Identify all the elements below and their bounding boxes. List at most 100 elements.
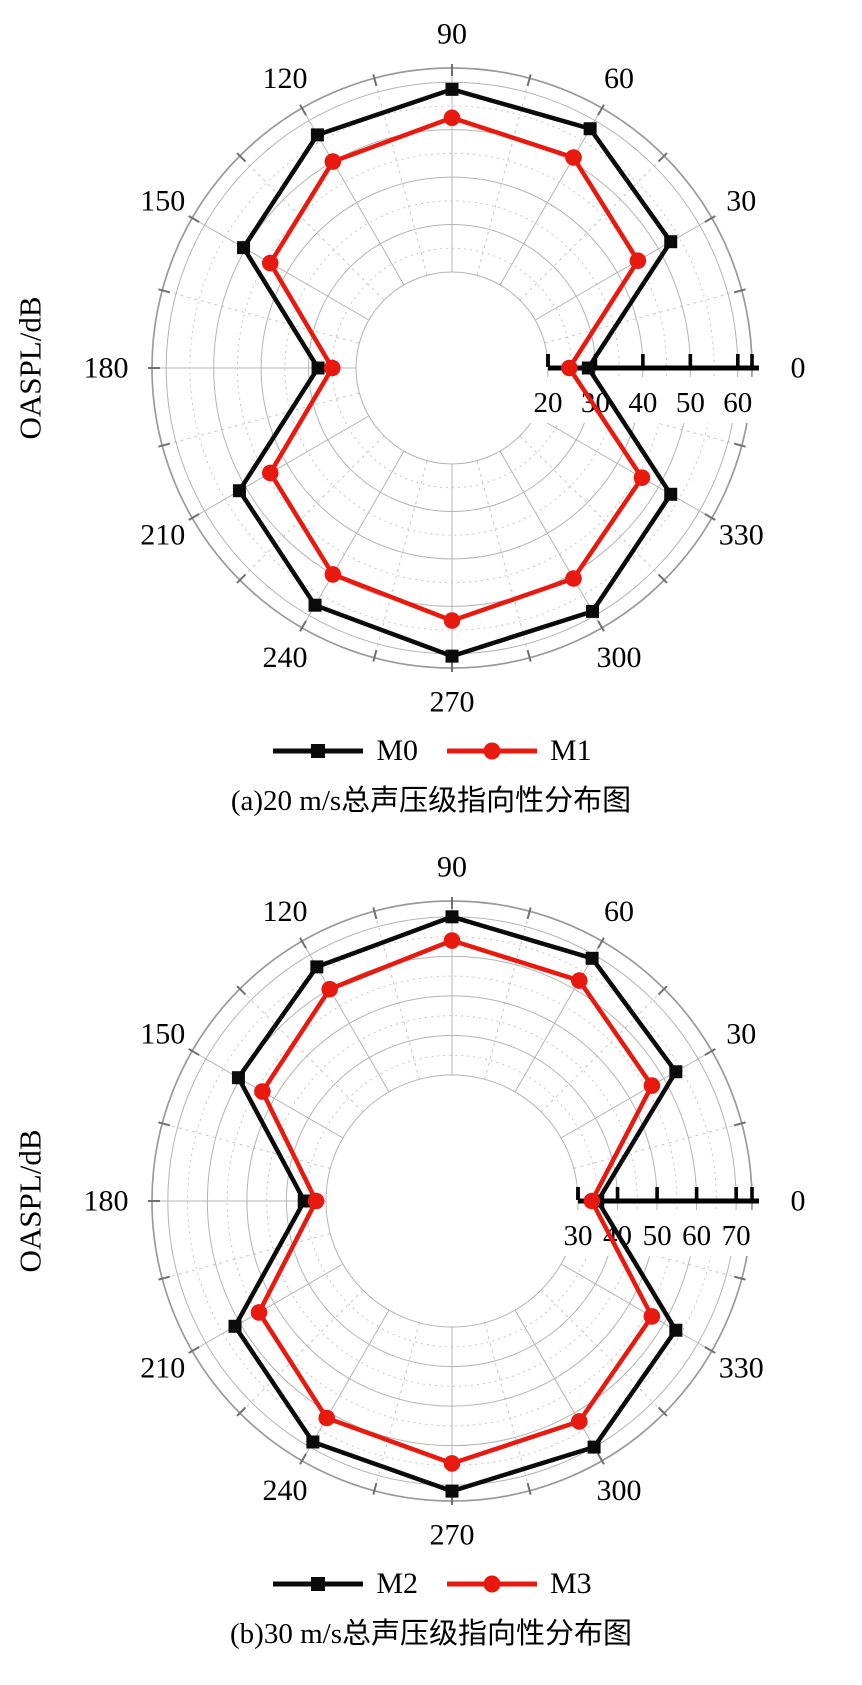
rim-tick <box>299 104 307 116</box>
rim-tick <box>158 1121 171 1127</box>
rim-tick <box>657 152 668 163</box>
data-point-circle-m1 <box>443 109 461 127</box>
angle-label: 120 <box>263 62 308 95</box>
data-point-square-m0 <box>311 361 325 375</box>
rim-tick <box>597 104 605 116</box>
rim-tick <box>158 288 171 294</box>
radial-tick-label: 30 <box>564 1220 593 1252</box>
grid-minor-spoke <box>484 1322 531 1491</box>
radial-tick-label: 60 <box>723 387 752 419</box>
rim-tick <box>704 1048 716 1056</box>
data-point-square-m0 <box>581 361 595 375</box>
rim-tick <box>188 513 200 521</box>
grid-minor-spoke <box>162 1122 331 1169</box>
angle-label: 150 <box>140 1018 185 1051</box>
data-point-circle-m3 <box>443 1455 461 1472</box>
rim-tick <box>372 74 378 87</box>
legend-square-marker <box>311 744 326 758</box>
angle-label: 240 <box>263 1474 308 1507</box>
rim-tick <box>733 442 746 448</box>
angle-label: 270 <box>430 1519 475 1552</box>
data-point-circle-m1 <box>629 252 647 269</box>
grid-minor-spoke <box>373 911 420 1080</box>
polar-chart-a: 20 30 40 50 60030609012015018021024027030033… <box>13 18 806 719</box>
data-point-square-m2 <box>231 1071 245 1085</box>
angle-label: 180 <box>84 352 129 385</box>
grid-major-spoke <box>191 415 370 519</box>
legend-item-m1: M1 <box>444 736 592 766</box>
grid-minor-spoke <box>162 392 360 447</box>
axis-label-band <box>544 1210 776 1256</box>
angle-label: 210 <box>140 519 185 552</box>
rim-tick <box>299 937 307 949</box>
radial-tick-label: 70 <box>722 1220 751 1252</box>
data-point-square-m0 <box>664 487 678 501</box>
rim-tick <box>236 152 247 163</box>
data-point-circle-m1 <box>561 359 578 377</box>
data-point-circle-m3 <box>583 1192 601 1210</box>
data-point-square-m2 <box>228 1319 242 1333</box>
rim-tick <box>299 620 307 632</box>
data-point-square-m2 <box>445 910 459 924</box>
radial-tick-label: 50 <box>676 387 705 419</box>
radial-tick-label: 20 <box>534 387 563 419</box>
series-line-m0 <box>236 86 674 659</box>
data-point-circle-m3 <box>570 1413 588 1430</box>
data-point-square-m2 <box>306 1435 320 1449</box>
grid-major-spoke <box>560 1263 713 1352</box>
grid-minor-spoke <box>373 460 428 658</box>
data-point-circle-m3 <box>443 932 461 949</box>
legend-item-m3: M3 <box>444 1569 592 1599</box>
axis-label-band <box>514 377 776 423</box>
grid-minor-spoke <box>544 289 742 344</box>
rim-tick <box>526 649 532 662</box>
angle-label: 240 <box>263 641 308 674</box>
rim-tick <box>188 1048 200 1056</box>
legend-swatch-m1 <box>447 742 537 760</box>
rim-tick <box>158 442 171 448</box>
data-point-square-m2 <box>669 1323 683 1337</box>
rim-tick <box>236 573 247 584</box>
data-point-square-m0 <box>583 122 597 136</box>
legend-item-m0: M0 <box>270 736 418 766</box>
grid-major-spoke <box>514 940 603 1093</box>
data-point-circle-m3 <box>643 1308 661 1325</box>
rim-tick <box>704 1346 716 1354</box>
grid-minor-spoke <box>519 155 665 301</box>
rim-tick <box>372 1482 378 1495</box>
polar-chart-b: 30 40 50 60 70030609012015018021024027030033… <box>13 851 806 1552</box>
angle-label: 330 <box>719 519 764 552</box>
data-point-square-m2 <box>669 1065 683 1079</box>
grid-minor-spoke <box>544 392 742 447</box>
rim-tick <box>158 1275 171 1281</box>
rim-tick <box>526 74 532 87</box>
grid-major-spoke <box>534 217 713 321</box>
angle-label: 180 <box>84 1185 129 1218</box>
legend-item-m2: M2 <box>270 1569 418 1599</box>
chart-a: 20 30 40 50 60 0 30 60 90 120 150 180 210 240 270 300 33… <box>0 12 862 819</box>
chart-b: 30 40 50 60 70 0 30 60 90 120 150 180 210 240 270 300 33… <box>0 845 862 1652</box>
data-point-square-m2 <box>585 951 599 965</box>
data-point-circle-m3 <box>307 1192 325 1210</box>
data-point-square-m2 <box>310 960 324 974</box>
rim-tick <box>236 1406 247 1417</box>
rim-tick <box>236 985 247 996</box>
rim-tick <box>372 907 378 920</box>
data-point-square-m0 <box>237 241 251 255</box>
legend-swatch-m3 <box>447 1575 537 1593</box>
angle-label: 300 <box>597 1474 642 1507</box>
legend-a: M0 M1 <box>0 729 862 773</box>
grid-major-spoke <box>191 1263 344 1352</box>
rim-tick <box>657 985 668 996</box>
legend-circle-marker <box>483 742 501 760</box>
grid-major-spoke <box>514 1309 603 1462</box>
grid-minor-spoke <box>484 911 531 1080</box>
angle-label: 0 <box>791 1185 806 1218</box>
data-point-circle-m1 <box>324 566 342 583</box>
data-point-circle-m1 <box>633 469 651 486</box>
angle-label: 60 <box>604 895 634 928</box>
data-point-circle-m3 <box>318 1409 336 1427</box>
data-point-square-m0 <box>586 604 600 618</box>
data-point-square-m0 <box>232 484 246 498</box>
data-point-circle-m3 <box>321 980 338 998</box>
